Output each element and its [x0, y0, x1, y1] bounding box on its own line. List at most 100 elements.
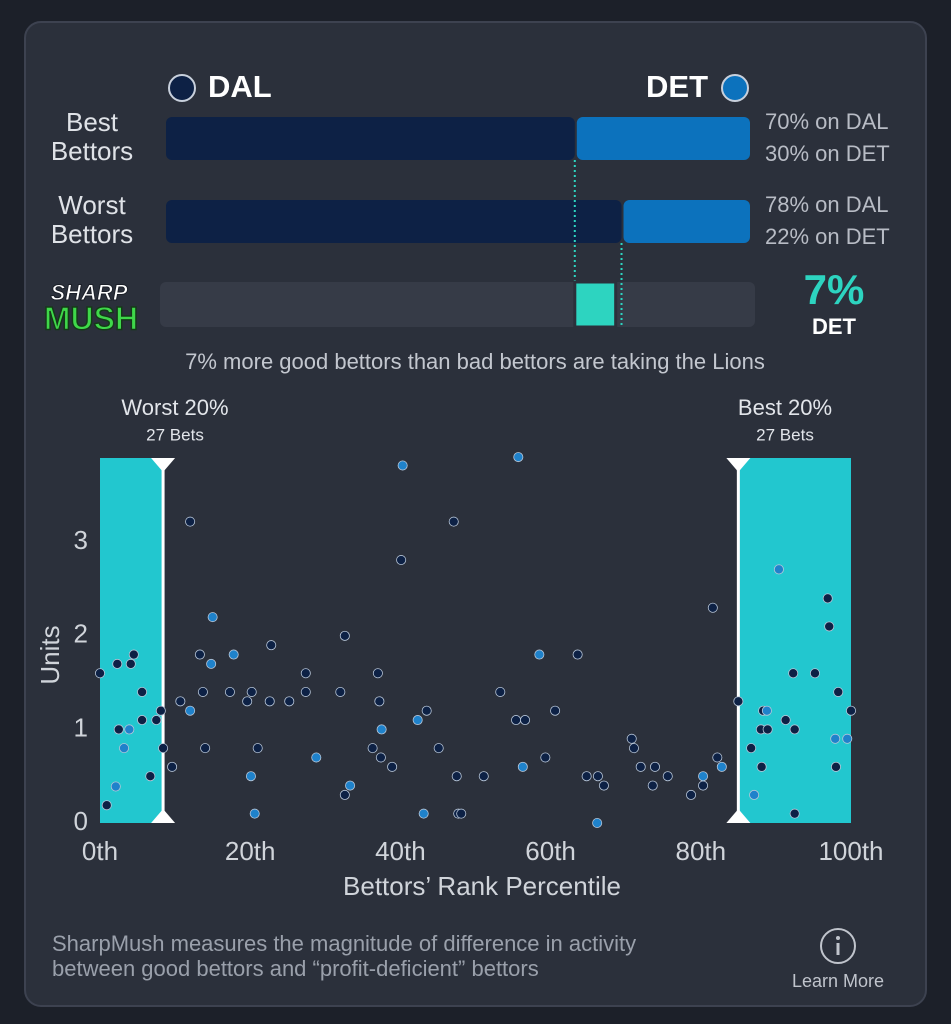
point — [376, 724, 387, 735]
point — [686, 789, 697, 800]
point — [513, 452, 524, 463]
point — [124, 724, 135, 735]
note: 7% more good bettors than bad bettors ar… — [185, 349, 765, 374]
point — [762, 724, 773, 735]
y-tick-label: 1 — [74, 712, 88, 742]
point — [550, 705, 561, 716]
point — [421, 705, 432, 716]
point — [756, 761, 767, 772]
value-label: 70% on DAL — [765, 109, 889, 134]
point — [397, 460, 408, 471]
point — [534, 649, 545, 660]
legend-marker — [721, 74, 749, 102]
point — [151, 715, 162, 726]
point — [367, 743, 378, 754]
region — [100, 458, 164, 823]
info-icon-dot[interactable] — [836, 936, 840, 940]
footer-text: SharpMush measures the magnitude of diff… — [52, 931, 636, 956]
point — [707, 602, 718, 613]
point — [375, 752, 386, 763]
point — [119, 743, 130, 754]
point — [635, 761, 646, 772]
row-label: Worst Bettors — [50, 190, 134, 249]
point — [517, 761, 528, 772]
region — [738, 458, 851, 823]
learn-more-link[interactable]: Learn More — [792, 971, 884, 991]
sharpmush-bar — [573, 280, 618, 329]
point — [448, 516, 459, 527]
point — [789, 808, 800, 819]
point — [197, 686, 208, 697]
point — [451, 771, 462, 782]
point — [846, 705, 857, 716]
point — [284, 696, 295, 707]
point — [185, 516, 196, 527]
row-label: Best Bettors — [50, 107, 134, 166]
point — [511, 715, 522, 726]
point — [175, 696, 186, 707]
region-handle — [151, 809, 176, 823]
point — [110, 781, 121, 792]
point — [698, 780, 709, 791]
x-tick-label: 80th — [675, 836, 726, 866]
info-icon-bar[interactable] — [836, 943, 840, 955]
x-tick-label: 20th — [225, 836, 276, 866]
point — [300, 686, 311, 697]
region-label: Best 20% — [738, 395, 832, 420]
region-count: 27 Bets — [146, 425, 204, 444]
point — [628, 743, 639, 754]
point — [155, 705, 166, 716]
info-icon[interactable] — [820, 928, 856, 964]
point — [749, 789, 760, 800]
sharpmush-team: DET — [812, 314, 857, 339]
point — [200, 743, 211, 754]
point — [246, 686, 257, 697]
bar-segment — [623, 200, 750, 243]
point — [540, 752, 551, 763]
point — [662, 771, 673, 782]
point — [339, 630, 350, 641]
bar-segment — [576, 117, 750, 160]
bar-segment — [166, 117, 575, 160]
x-tick-label: 100th — [818, 836, 883, 866]
point — [137, 686, 148, 697]
value-label: 22% on DET — [765, 224, 890, 249]
bar-segment — [166, 200, 622, 243]
y-tick-label: 2 — [74, 619, 88, 649]
sharpmush-track — [160, 282, 755, 327]
x-tick-label: 40th — [375, 836, 426, 866]
point — [158, 743, 169, 754]
point — [113, 724, 124, 735]
value-label: 30% on DET — [765, 141, 890, 166]
point — [224, 686, 235, 697]
footer-text: between good bettors and “profit-deficie… — [52, 956, 539, 981]
point — [809, 668, 820, 679]
point — [372, 668, 383, 679]
point — [592, 818, 603, 829]
point — [698, 771, 709, 782]
point — [185, 705, 196, 716]
point — [167, 761, 178, 772]
point — [842, 733, 853, 744]
point — [374, 696, 385, 707]
point — [830, 733, 841, 744]
legend-label: DET — [646, 69, 708, 104]
point — [456, 808, 467, 819]
point — [716, 761, 727, 772]
y-tick-label: 0 — [74, 806, 88, 836]
point — [112, 658, 123, 669]
point — [733, 696, 744, 707]
point — [339, 789, 350, 800]
point — [228, 649, 239, 660]
point — [242, 696, 253, 707]
point — [264, 696, 275, 707]
point — [345, 780, 356, 791]
region-handle — [726, 809, 751, 823]
point — [145, 771, 156, 782]
point — [128, 649, 139, 660]
point — [266, 640, 277, 651]
point — [789, 724, 800, 735]
learn-more[interactable]: Learn More — [792, 928, 884, 991]
